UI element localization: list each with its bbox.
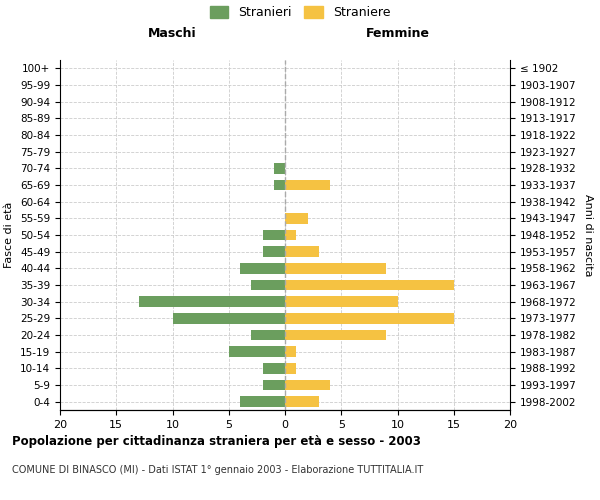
Bar (285, 330, 386, 340)
Bar (285, 363, 296, 374)
Bar (274, 163, 285, 174)
Bar (251, 280, 285, 290)
Bar (285, 296, 398, 307)
Bar (285, 396, 319, 407)
Text: Maschi: Maschi (148, 27, 197, 40)
Y-axis label: Fasce di età: Fasce di età (4, 202, 14, 268)
Bar (251, 330, 285, 340)
Bar (285, 280, 454, 290)
Bar (263, 246, 285, 257)
Bar (240, 396, 285, 407)
Bar (263, 363, 285, 374)
Bar (139, 296, 285, 307)
Bar (274, 180, 285, 190)
Bar (285, 246, 319, 257)
Y-axis label: Anni di nascita: Anni di nascita (583, 194, 593, 276)
Legend: Stranieri, Straniere: Stranieri, Straniere (209, 6, 391, 19)
Bar (285, 380, 330, 390)
Text: Popolazione per cittadinanza straniera per età e sesso - 2003: Popolazione per cittadinanza straniera p… (12, 435, 421, 448)
Bar (285, 313, 454, 324)
Text: Femmine: Femmine (365, 27, 430, 40)
Bar (285, 230, 296, 240)
Bar (229, 346, 285, 357)
Bar (240, 263, 285, 274)
Bar (285, 263, 386, 274)
Bar (285, 346, 296, 357)
Text: COMUNE DI BINASCO (MI) - Dati ISTAT 1° gennaio 2003 - Elaborazione TUTTITALIA.IT: COMUNE DI BINASCO (MI) - Dati ISTAT 1° g… (12, 465, 423, 475)
Bar (173, 313, 285, 324)
Bar (263, 230, 285, 240)
Bar (285, 213, 308, 224)
Bar (263, 380, 285, 390)
Bar (285, 180, 330, 190)
